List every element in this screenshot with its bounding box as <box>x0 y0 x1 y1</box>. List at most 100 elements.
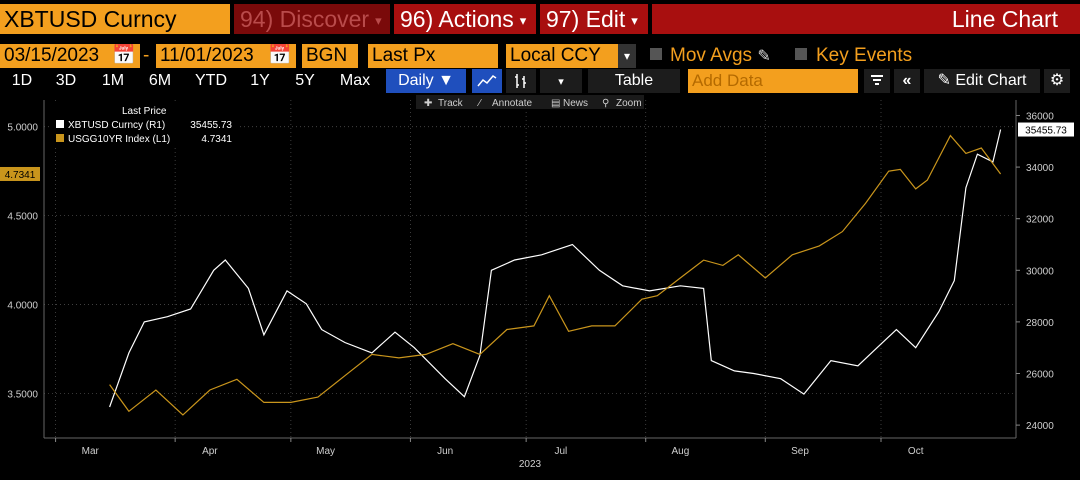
actions-button[interactable]: 96) Actions <box>394 4 536 34</box>
x-tick-label: Mar <box>82 446 100 457</box>
bar-chart-type-button[interactable] <box>506 69 536 93</box>
mov-avgs-checkbox[interactable] <box>650 48 662 60</box>
x-tick-label: Sep <box>791 446 809 457</box>
left-tick-label: 4.0000 <box>7 301 38 312</box>
legend-series-yield: USGG10YR Index (L1) <box>68 134 170 145</box>
period-button-1m[interactable]: 1M <box>101 72 125 89</box>
filter-menu-button[interactable] <box>864 69 890 93</box>
period-button-5y[interactable]: 5Y <box>295 72 315 89</box>
right-tick-label: 30000 <box>1026 266 1054 277</box>
frequency-dropdown[interactable]: Daily ▼ <box>386 69 466 93</box>
period-button-max[interactable]: Max <box>339 72 371 89</box>
start-date-field[interactable]: 03/15/2023 📅 <box>0 44 140 68</box>
key-events-label[interactable]: Key Events <box>816 45 913 66</box>
chart-type-dropdown[interactable]: ▾ <box>540 69 582 93</box>
settings-button[interactable]: ⚙ <box>1044 69 1070 93</box>
crosshair-icon[interactable]: ✚ <box>424 98 432 109</box>
collapse-button[interactable]: « <box>894 69 920 93</box>
left-tick-label: 5.0000 <box>7 123 38 134</box>
period-button-1d[interactable]: 1D <box>11 72 33 89</box>
double-chevron-left-icon: « <box>902 72 912 89</box>
end-date-field[interactable]: 11/01/2023 📅 <box>156 44 296 68</box>
calendar-icon[interactable]: 📅 <box>268 45 292 66</box>
line-chart-type-button[interactable] <box>472 69 502 93</box>
chart-tools: ✚ Track ∕ Annotate ▤ News ⚲ Zoom <box>416 95 644 109</box>
discover-button[interactable]: 94) Discover <box>234 4 390 34</box>
left-tick-label: 3.5000 <box>7 390 38 401</box>
xbtusd-series-line <box>109 129 1002 408</box>
x-tick-label: Aug <box>672 446 690 457</box>
calendar-icon[interactable]: 📅 <box>112 45 136 66</box>
x-tick-label: Jul <box>554 446 567 457</box>
mov-avgs-label[interactable]: Mov Avgs ✎ <box>670 44 780 68</box>
source-field[interactable]: BGN <box>302 44 358 68</box>
x-axis-label: 2023 <box>519 459 542 470</box>
gear-icon: ⚙ <box>1049 72 1065 89</box>
last-value-text-btc: 35455.73 <box>1025 126 1067 137</box>
line-chart[interactable]: 3.5000 4.0000 4.5000 5.0000 24000 26000 28000… <box>0 94 1080 480</box>
end-date-value: 11/01/2023 <box>160 45 254 66</box>
filter-icon <box>871 75 883 85</box>
pencil-icon: ✎ <box>937 72 951 89</box>
left-tick-label: 4.5000 <box>7 212 38 223</box>
legend-swatch-yield <box>56 134 64 142</box>
right-axis: 24000 26000 28000 30000 32000 34000 36000 <box>1015 100 1054 438</box>
key-events-checkbox[interactable] <box>795 48 807 60</box>
controls-bar: 03/15/2023 📅 - 11/01/2023 📅 BGN Last Px Lo… <box>0 42 1080 70</box>
news-icon[interactable]: ▤ <box>551 98 560 109</box>
right-tick-label: 32000 <box>1026 215 1054 226</box>
chevron-down-icon: ▾ <box>558 76 564 88</box>
date-separator: - <box>143 45 150 66</box>
x-tick-label: May <box>316 446 335 457</box>
track-tool[interactable]: Track <box>438 98 464 109</box>
title-bar: XBTUSD Curncy 94) Discover 96) Actions 9… <box>0 0 1080 38</box>
table-button[interactable]: Table <box>588 69 680 93</box>
start-date-value: 03/15/2023 <box>4 45 100 66</box>
edit-button[interactable]: 97) Edit <box>540 4 648 34</box>
news-tool[interactable]: News <box>563 98 588 109</box>
actions-label: 96) Actions <box>400 6 514 32</box>
annotate-tool[interactable]: Annotate <box>492 98 532 109</box>
x-tick-label: Apr <box>202 446 218 457</box>
edit-chart-button[interactable]: ✎ Edit Chart <box>924 69 1040 93</box>
right-tick-label: 24000 <box>1026 421 1054 432</box>
frequency-label: Daily <box>398 72 434 89</box>
period-button-ytd[interactable]: YTD <box>195 72 227 89</box>
x-axis: Mar Apr May Jun Jul Aug Sep Oct 2023 <box>44 437 1016 470</box>
x-tick-label: Jun <box>437 446 453 457</box>
legend: Last Price XBTUSD Curncy (R1) 35455.73 U… <box>52 104 238 148</box>
legend-value-yield: 4.7341 <box>201 134 232 145</box>
ohlc-icon <box>515 74 526 88</box>
legend-swatch-btc <box>56 120 64 128</box>
currency-selector[interactable]: Local CCY ▾ <box>506 44 636 68</box>
legend-title: Last Price <box>122 106 167 117</box>
usgg10yr-series-line <box>109 134 1002 416</box>
period-button-3d[interactable]: 3D <box>55 72 77 89</box>
mov-avgs-text: Mov Avgs <box>670 45 753 66</box>
field-selector[interactable]: Last Px <box>368 44 498 68</box>
line-chart-icon <box>477 75 497 87</box>
right-tick-label: 28000 <box>1026 318 1054 329</box>
x-tick-label: Oct <box>908 446 924 457</box>
period-button-6m[interactable]: 6M <box>148 72 172 89</box>
security-field[interactable]: XBTUSD Curncy <box>0 4 230 34</box>
pencil-icon[interactable]: ✎ <box>757 48 771 65</box>
edit-label: 97) Edit <box>546 6 626 32</box>
add-data-input[interactable]: Add Data <box>688 69 858 93</box>
right-tick-label: 26000 <box>1026 369 1054 380</box>
annotate-icon[interactable]: ∕ <box>476 98 482 109</box>
discover-label: 94) Discover <box>240 6 370 32</box>
grid-lines <box>44 100 1016 438</box>
right-tick-label: 34000 <box>1026 163 1054 174</box>
chart-toolbar: 1D 3D 1M 6M YTD 1Y 5Y Max Daily ▼ ▾ Table Add D… <box>0 69 1080 93</box>
last-value-text-yield: 4.7341 <box>5 170 36 181</box>
zoom-tool[interactable]: Zoom <box>616 98 642 109</box>
last-value-tag-yield <box>0 166 40 181</box>
legend-value-btc: 35455.73 <box>190 120 232 131</box>
period-button-1y[interactable]: 1Y <box>250 72 270 89</box>
function-title: Line Chart <box>652 4 1080 34</box>
left-axis: 3.5000 4.0000 4.5000 5.0000 <box>7 100 45 438</box>
currency-value: Local CCY <box>510 45 601 66</box>
zoom-icon[interactable]: ⚲ <box>602 98 609 109</box>
legend-series-btc: XBTUSD Curncy (R1) <box>68 120 165 131</box>
